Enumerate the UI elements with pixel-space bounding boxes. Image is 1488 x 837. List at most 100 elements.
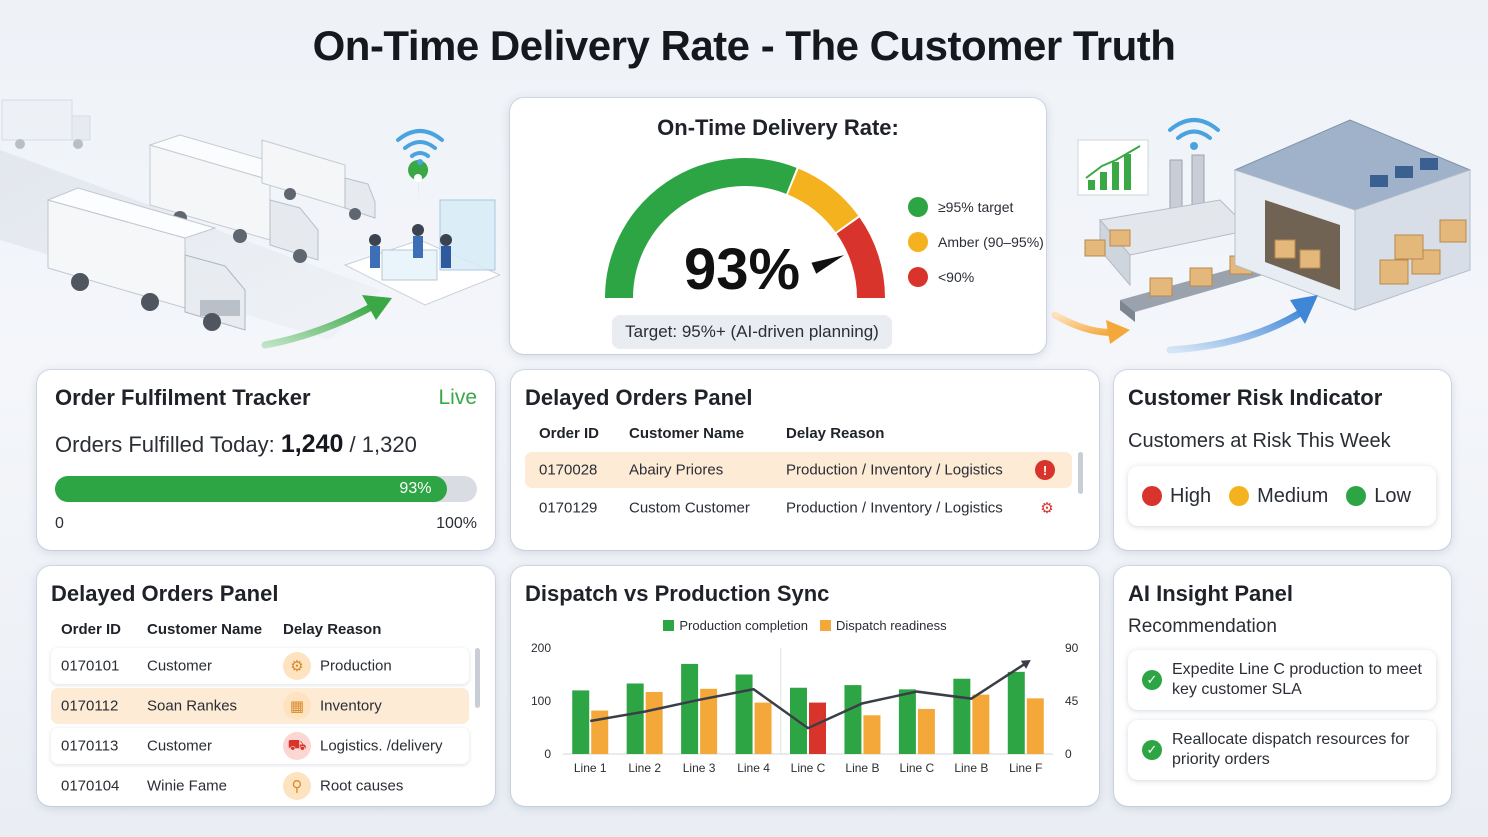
production-bar <box>626 683 644 754</box>
category-label: Line F <box>1009 761 1042 775</box>
col-header-delay-reason: Delay Reason <box>786 425 885 442</box>
gear-icon: ⚙ <box>283 652 311 680</box>
truck-icon <box>1 99 91 149</box>
table-row[interactable]: 0170028 Abairy Priores Production / Inve… <box>525 452 1072 488</box>
delivery-rate-gauge <box>605 158 885 299</box>
category-label: Line 1 <box>574 761 607 775</box>
card-title: Order Fulfilment Tracker <box>55 385 311 410</box>
dispatch-bar <box>917 708 935 754</box>
scrollbar[interactable] <box>475 648 480 708</box>
category-label: Line 3 <box>683 761 716 775</box>
right-axis-tick-label: 45 <box>1065 694 1079 708</box>
legend-dispatch-swatch <box>820 620 832 631</box>
table-row[interactable]: 0170101 Customer ⚙ Production <box>51 648 469 684</box>
dispatch-bar <box>809 702 826 754</box>
category-label: Line B <box>845 761 879 775</box>
alert-icon: ! <box>1035 460 1055 480</box>
dispatch-bar <box>863 715 881 754</box>
truck-icon <box>261 139 376 220</box>
category-label: Line C <box>900 761 935 775</box>
legend-production: Production completion <box>663 618 808 633</box>
gauge-arc-green <box>605 158 797 299</box>
progress-percent: 93% <box>399 480 432 497</box>
risk-high[interactable]: High <box>1142 485 1211 508</box>
dispatch-bar <box>972 694 990 754</box>
truck-icon <box>46 187 246 331</box>
dispatch-production-chart: 0 100 200 0 45 90 Line 1 Line 2 Line 3 Line 4 Line… <box>531 641 1079 775</box>
production-bar <box>953 678 971 754</box>
delayed-orders-panel-top: Delayed Orders Panel Order ID Customer N… <box>511 370 1099 550</box>
right-axis-tick-label: 0 <box>1065 747 1072 761</box>
left-axis-tick-label: 100 <box>531 694 551 708</box>
legend-amber: Amber (90–95%) <box>908 232 1044 252</box>
gear-link-icon: ⚙ <box>1040 500 1054 517</box>
risk-low-dot <box>1346 486 1367 506</box>
chart-title: Dispatch vs Production Sync <box>525 581 830 606</box>
dispatch-bar <box>645 691 663 754</box>
dispatch-bar <box>754 702 772 754</box>
category-label: Line 4 <box>737 761 770 775</box>
card-title: Delayed Orders Panel <box>51 581 279 606</box>
progress-max-label: 100% <box>436 515 477 532</box>
trend-arrow-head <box>1020 660 1031 669</box>
scrollbar[interactable] <box>1078 452 1083 494</box>
left-axis-tick-label: 0 <box>544 747 551 761</box>
gauge-arc-amber <box>787 168 859 233</box>
gauge-arc-red <box>836 217 885 299</box>
legend-amber-dot <box>908 232 928 252</box>
col-header-order-id: Order ID <box>539 425 600 442</box>
delayed-orders-panel-bottom: Delayed Orders Panel Order ID Customer N… <box>37 566 495 806</box>
card-title: Customer Risk Indicator <box>1128 385 1383 410</box>
left-axis-tick-label: 200 <box>531 641 551 655</box>
magnifier-icon: ⚲ <box>283 772 311 800</box>
orders-fulfilled-count: 1,240 <box>280 430 344 458</box>
sync-trend-line <box>590 662 1027 730</box>
category-label: Line 2 <box>628 761 661 775</box>
col-header-customer-name: Customer Name <box>147 621 263 638</box>
card-title: Delayed Orders Panel <box>525 385 753 410</box>
truck-icon <box>148 134 319 263</box>
recommendation-item[interactable]: ✓ Reallocate dispatch resources for prio… <box>1128 720 1436 780</box>
warehouse-illustration <box>1051 118 1472 354</box>
fulfilment-progress-bar: 93% <box>55 476 477 502</box>
category-label: Line B <box>954 761 988 775</box>
col-header-delay-reason: Delay Reason <box>283 621 382 638</box>
col-header-customer-name: Customer Name <box>629 425 745 442</box>
truck-icon: ⛟ <box>283 732 311 760</box>
orders-total-count: 1,320 <box>361 432 417 457</box>
logistics-illustration <box>0 99 500 349</box>
live-indicator: Live <box>438 386 477 409</box>
progress-fill: 93% <box>55 476 448 502</box>
table-row[interactable]: 0170104 Winie Fame ⚲ Root causes <box>51 768 469 804</box>
ai-insight-panel: AI Insight Panel Recommendation ✓ Expedi… <box>1114 566 1451 806</box>
boxes-icon: ▦ <box>283 692 311 720</box>
check-icon: ✓ <box>1142 670 1162 690</box>
on-time-delivery-gauge-card: On-Time Delivery Rate: 93% ≥95% target A… <box>510 98 1046 354</box>
risk-high-dot <box>1142 486 1162 506</box>
risk-subtitle: Customers at Risk This Week <box>1128 430 1391 452</box>
dispatch-bar <box>1026 698 1044 754</box>
chart-legend: Production completion Dispatch readiness <box>511 618 1099 633</box>
dispatch-production-chart-card: Dispatch vs Production Sync Production c… <box>511 566 1099 806</box>
risk-medium[interactable]: Medium <box>1229 485 1328 508</box>
table-row[interactable]: 0170113 Customer ⛟ Logistics. /delivery <box>51 728 469 764</box>
right-axis-tick-label: 90 <box>1065 641 1079 655</box>
legend-red: <90% <box>908 267 974 287</box>
table-row[interactable]: 0170112 Soan Rankes ▦ Inventory <box>51 688 469 724</box>
risk-low[interactable]: Low <box>1346 485 1411 508</box>
production-bar <box>898 689 916 754</box>
recommendation-item[interactable]: ✓ Expedite Line C production to meet key… <box>1128 650 1436 710</box>
orders-fulfilled-line: Orders Fulfilled Today: 1,240 / 1,320 <box>55 430 417 458</box>
dispatch-bar <box>591 710 609 754</box>
progress-min-label: 0 <box>55 515 64 532</box>
gauge-needle <box>811 255 845 274</box>
check-icon: ✓ <box>1142 740 1162 760</box>
risk-levels: High Medium Low <box>1128 466 1436 526</box>
customer-risk-indicator-card: Customer Risk Indicator Customers at Ris… <box>1114 370 1451 550</box>
table-row[interactable]: 0170129 Custom Customer Production / Inv… <box>525 490 1072 526</box>
production-bar <box>572 690 590 754</box>
card-title: AI Insight Panel <box>1128 581 1294 606</box>
col-header-order-id: Order ID <box>61 621 122 638</box>
production-bar <box>681 663 699 754</box>
dispatch-bar <box>700 688 718 754</box>
